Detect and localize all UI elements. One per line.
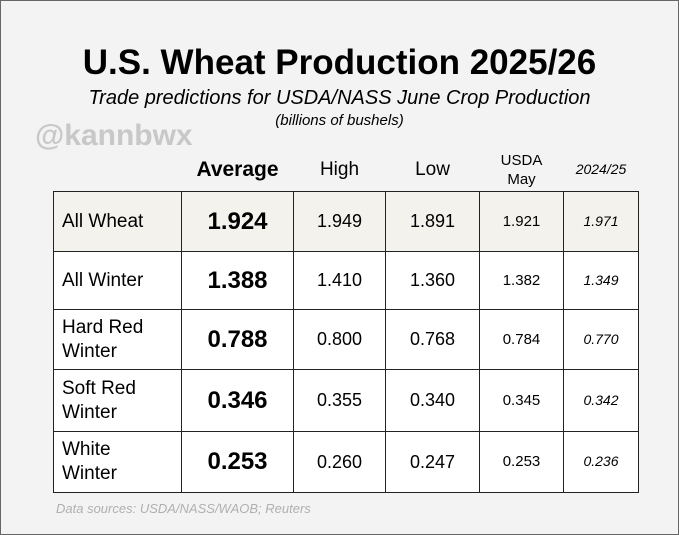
- column-header: High: [294, 149, 386, 192]
- value-cell: 1.971: [563, 191, 639, 252]
- value: 0.800: [316, 329, 363, 349]
- header-cell: [54, 149, 182, 192]
- value: 1.360: [409, 270, 456, 290]
- value: 1.949: [316, 211, 363, 231]
- value-cell: 0.770: [563, 309, 639, 370]
- value: 0.340: [409, 390, 456, 410]
- value-cell: 0.784: [479, 309, 564, 370]
- column-header: 2024/25: [564, 149, 639, 192]
- row-label: All Wheat: [62, 210, 144, 232]
- value: 0.342: [583, 391, 619, 408]
- value-cell: 1.921: [479, 191, 564, 252]
- value-cell: 0.345: [479, 369, 564, 432]
- row-label-cell: White Winter: [53, 431, 182, 493]
- value-cell: 0.236: [563, 431, 639, 493]
- table: Average High Low USDA May 2024/25 All Wheat 1.…: [53, 149, 639, 493]
- column-label: High: [319, 159, 360, 180]
- watermark: @kannbwx: [35, 119, 193, 152]
- value: 1.971: [583, 212, 619, 229]
- value-cell: 1.349: [563, 251, 639, 310]
- column-header: Average: [182, 149, 294, 192]
- value: 0.355: [316, 390, 363, 410]
- table-row: All Winter 1.388 1.410 1.360 1.382 1.349: [53, 251, 639, 310]
- value-cell: 0.346: [181, 369, 294, 432]
- value-cell: 1.891: [385, 191, 480, 252]
- value: 0.768: [409, 329, 456, 349]
- value: 1.388: [207, 266, 268, 294]
- value: 1.921: [502, 212, 541, 230]
- value-cell: 0.260: [293, 431, 386, 493]
- subtitle: Trade predictions for USDA/NASS June Cro…: [88, 87, 591, 109]
- value-cell: 1.949: [293, 191, 386, 252]
- column-label: Average: [196, 158, 279, 181]
- value-cell: 1.388: [181, 251, 294, 310]
- column-header: USDA May: [480, 149, 564, 192]
- value: 1.410: [316, 270, 363, 290]
- row-label-cell: All Winter: [53, 251, 182, 310]
- value: 1.382: [502, 271, 541, 289]
- value: 0.253: [502, 453, 541, 470]
- units: (billions of bushels): [275, 112, 404, 129]
- table-row: Soft Red Winter 0.346 0.355 0.340 0.345 0.342: [53, 369, 639, 432]
- row-label-cell: Hard Red Winter: [53, 309, 182, 370]
- value-cell: 0.253: [479, 431, 564, 493]
- value: 0.784: [502, 330, 541, 348]
- value: 0.253: [207, 448, 268, 475]
- value-cell: 0.768: [385, 309, 480, 370]
- value: 0.770: [583, 330, 619, 347]
- value-cell: 0.355: [293, 369, 386, 432]
- column-label: USDA May: [500, 152, 543, 188]
- title: U.S. Wheat Production 2025/26: [82, 43, 597, 82]
- value-cell: 1.382: [479, 251, 564, 310]
- value: 1.924: [207, 207, 268, 235]
- value: 1.349: [583, 271, 619, 288]
- value-cell: 1.360: [385, 251, 480, 310]
- value-cell: 1.410: [293, 251, 386, 310]
- value-cell: 0.247: [385, 431, 480, 493]
- row-label-cell: All Wheat: [53, 191, 182, 252]
- row-label: White Winter: [62, 439, 117, 484]
- value: 0.345: [502, 391, 541, 409]
- table-row: White Winter 0.253 0.260 0.247 0.253 0.236: [53, 431, 639, 493]
- value-cell: 0.342: [563, 369, 639, 432]
- column-label: Low: [415, 159, 450, 180]
- value-cell: 0.340: [385, 369, 480, 432]
- column-header: Low: [386, 149, 480, 192]
- row-label: Hard Red Winter: [62, 316, 144, 362]
- value-cell: 0.788: [181, 309, 294, 370]
- row-label: Soft Red Winter: [62, 377, 136, 423]
- value-cell: 0.800: [293, 309, 386, 370]
- value: 0.788: [207, 325, 268, 353]
- value: 0.236: [583, 453, 619, 469]
- header-row: Average High Low USDA May 2024/25: [54, 149, 639, 192]
- row-label-cell: Soft Red Winter: [53, 369, 182, 432]
- value: 1.891: [409, 211, 456, 231]
- table-row: Hard Red Winter 0.788 0.800 0.768 0.784 0.770: [53, 309, 639, 370]
- value: 0.346: [207, 386, 268, 414]
- table-row: All Wheat 1.924 1.949 1.891 1.921 1.971: [53, 191, 639, 252]
- source: Data sources: USDA/NASS/WAOB; Reuters: [56, 501, 311, 516]
- column-label: 2024/25: [575, 161, 627, 177]
- row-label: All Winter: [62, 269, 144, 291]
- value-cell: 0.253: [181, 431, 294, 493]
- value: 0.247: [409, 451, 456, 472]
- value: 0.260: [316, 451, 363, 472]
- value-cell: 1.924: [181, 191, 294, 252]
